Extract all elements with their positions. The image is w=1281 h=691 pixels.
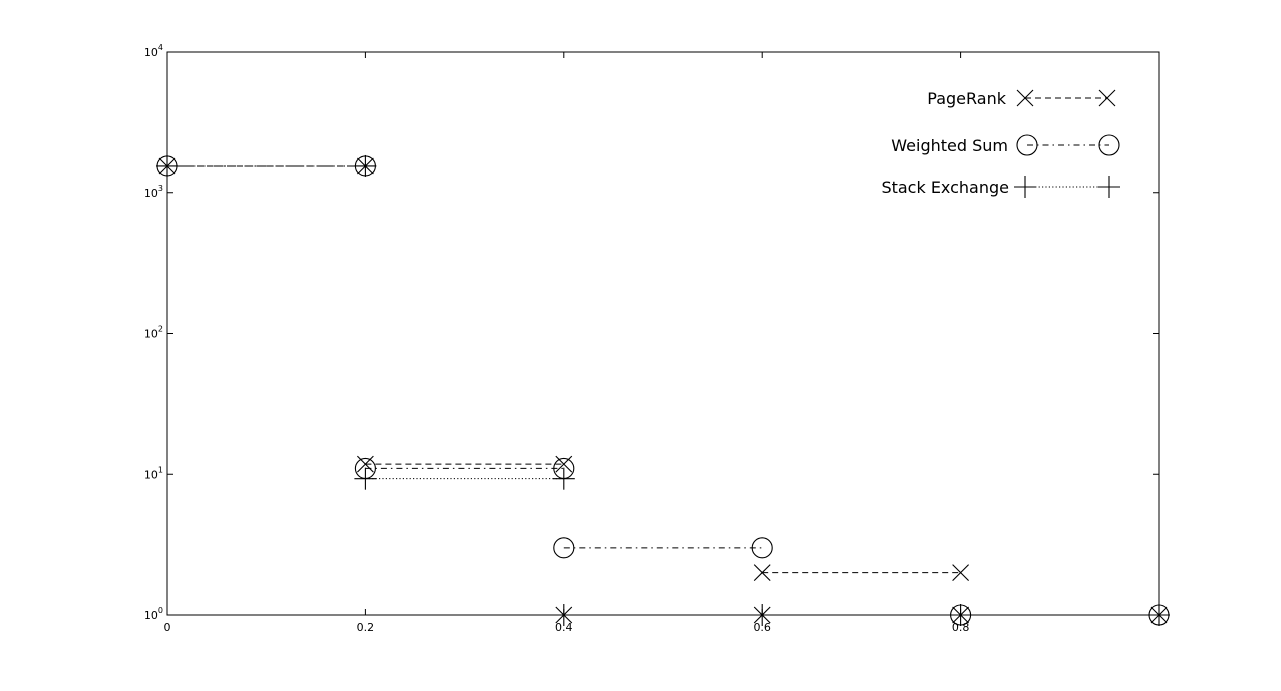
data-point xyxy=(949,604,972,626)
data-point xyxy=(753,564,771,582)
data-point xyxy=(1148,604,1170,626)
y-tick-label: 103 xyxy=(144,184,163,200)
data-point xyxy=(354,467,377,490)
series-weighted-sum xyxy=(156,155,1170,626)
legend-label: Stack Exchange xyxy=(881,178,1009,197)
x-tick-label: 0.4 xyxy=(555,621,573,634)
legend-label: PageRank xyxy=(927,89,1006,108)
data-point xyxy=(156,154,178,177)
data-point xyxy=(552,604,575,626)
plot-frame xyxy=(166,51,1160,616)
x-tick-label: 0 xyxy=(164,621,171,634)
data-point xyxy=(751,604,774,626)
y-tick-label: 100 xyxy=(144,606,163,622)
data-point xyxy=(357,455,374,473)
x-tick-label: 0.2 xyxy=(357,621,375,634)
series-group xyxy=(156,154,1170,626)
legend-marker xyxy=(1098,134,1120,156)
series-stack-exchange xyxy=(156,154,1170,626)
legend-marker xyxy=(1014,176,1036,198)
legend-marker xyxy=(1016,89,1034,107)
legend: PageRank Weighted Sum Stack Exchange xyxy=(881,89,1120,198)
y-tick-label: 101 xyxy=(144,465,163,481)
data-point xyxy=(952,564,969,582)
y-tick-label: 104 xyxy=(144,43,163,59)
data-point xyxy=(555,455,573,473)
data-point xyxy=(552,467,575,490)
data-point xyxy=(553,537,575,559)
legend-marker xyxy=(1098,89,1116,107)
series-pagerank xyxy=(158,157,1168,624)
legend-entry: Stack Exchange xyxy=(881,176,1120,198)
legend-label: Weighted Sum xyxy=(891,136,1008,155)
legend-marker xyxy=(1016,134,1038,156)
y-tick-label: 102 xyxy=(144,325,163,341)
data-point xyxy=(751,537,773,559)
legend-marker xyxy=(1098,176,1120,198)
data-point xyxy=(354,154,377,177)
x-tick-label: 0.6 xyxy=(753,621,771,634)
legend-entry: Weighted Sum xyxy=(891,134,1120,156)
legend-entry: PageRank xyxy=(927,89,1116,108)
